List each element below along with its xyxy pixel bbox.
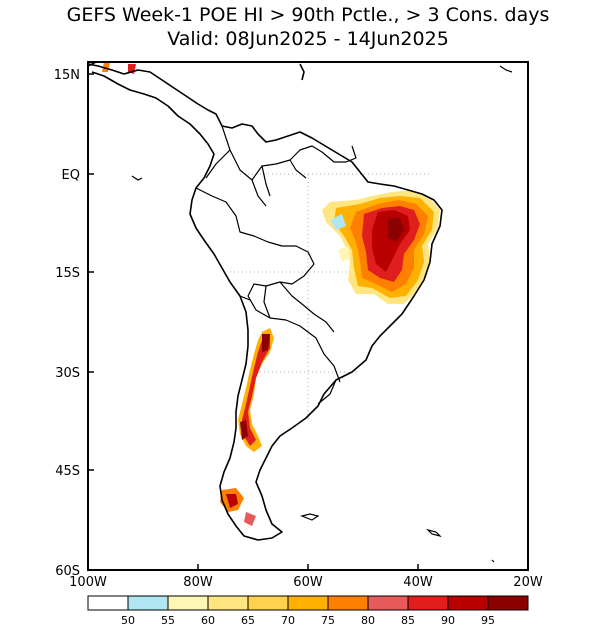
colorbar-box [167,595,209,611]
colorbar-box [367,595,409,611]
colorbar-box [207,595,249,611]
graticule [230,173,430,420]
valid-period: Valid: 08Jun2025 - 14Jun2025 [167,28,449,50]
colorbar-box [327,595,369,611]
colorbar-label: 95 [481,614,495,627]
chart-title: GEFS Week-1 POE HI > 90th Pctle., > 3 Co… [66,4,550,26]
colorbar-label: 85 [401,614,415,627]
lat-label-eq: EQ [62,168,80,183]
lat-label-15s: 15S [55,266,80,281]
colorbar-box [247,595,289,611]
lat-label-60s: 60S [55,564,80,579]
lat-label-15n: 15N [54,68,80,83]
lon-axis [87,564,529,570]
colorbar-box [487,595,529,611]
lon-label-100w: 100W [69,575,107,590]
heat-region-brazil [322,190,440,304]
colorbar-label: 70 [281,614,295,627]
islands [131,65,513,563]
colorbar-label: 65 [241,614,255,627]
lon-label-80w: 80W [183,575,213,590]
colorbar-label: 80 [361,614,375,627]
colorbar [87,595,529,611]
lon-label-60w: 60W [293,575,323,590]
lon-label-20w: 20W [513,575,543,590]
colorbar-box [87,595,129,611]
colorbar-box [407,595,449,611]
colorbar-box [287,595,329,611]
colorbar-labels: 50 55 60 65 70 75 80 85 90 95 [121,614,495,627]
lon-label-40w: 40W [403,575,433,590]
lat-label-30s: 30S [55,366,80,381]
colorbar-label: 90 [441,614,455,627]
colorbar-label: 75 [321,614,335,627]
colorbar-label: 55 [161,614,175,627]
lat-label-45s: 45S [55,464,80,479]
colorbar-label: 50 [121,614,135,627]
country-borders [195,125,357,405]
colorbar-box [127,595,169,611]
colorbar-box [447,595,489,611]
lat-axis [88,73,94,571]
colorbar-label: 60 [201,614,215,627]
map-frame-bg [88,62,528,570]
